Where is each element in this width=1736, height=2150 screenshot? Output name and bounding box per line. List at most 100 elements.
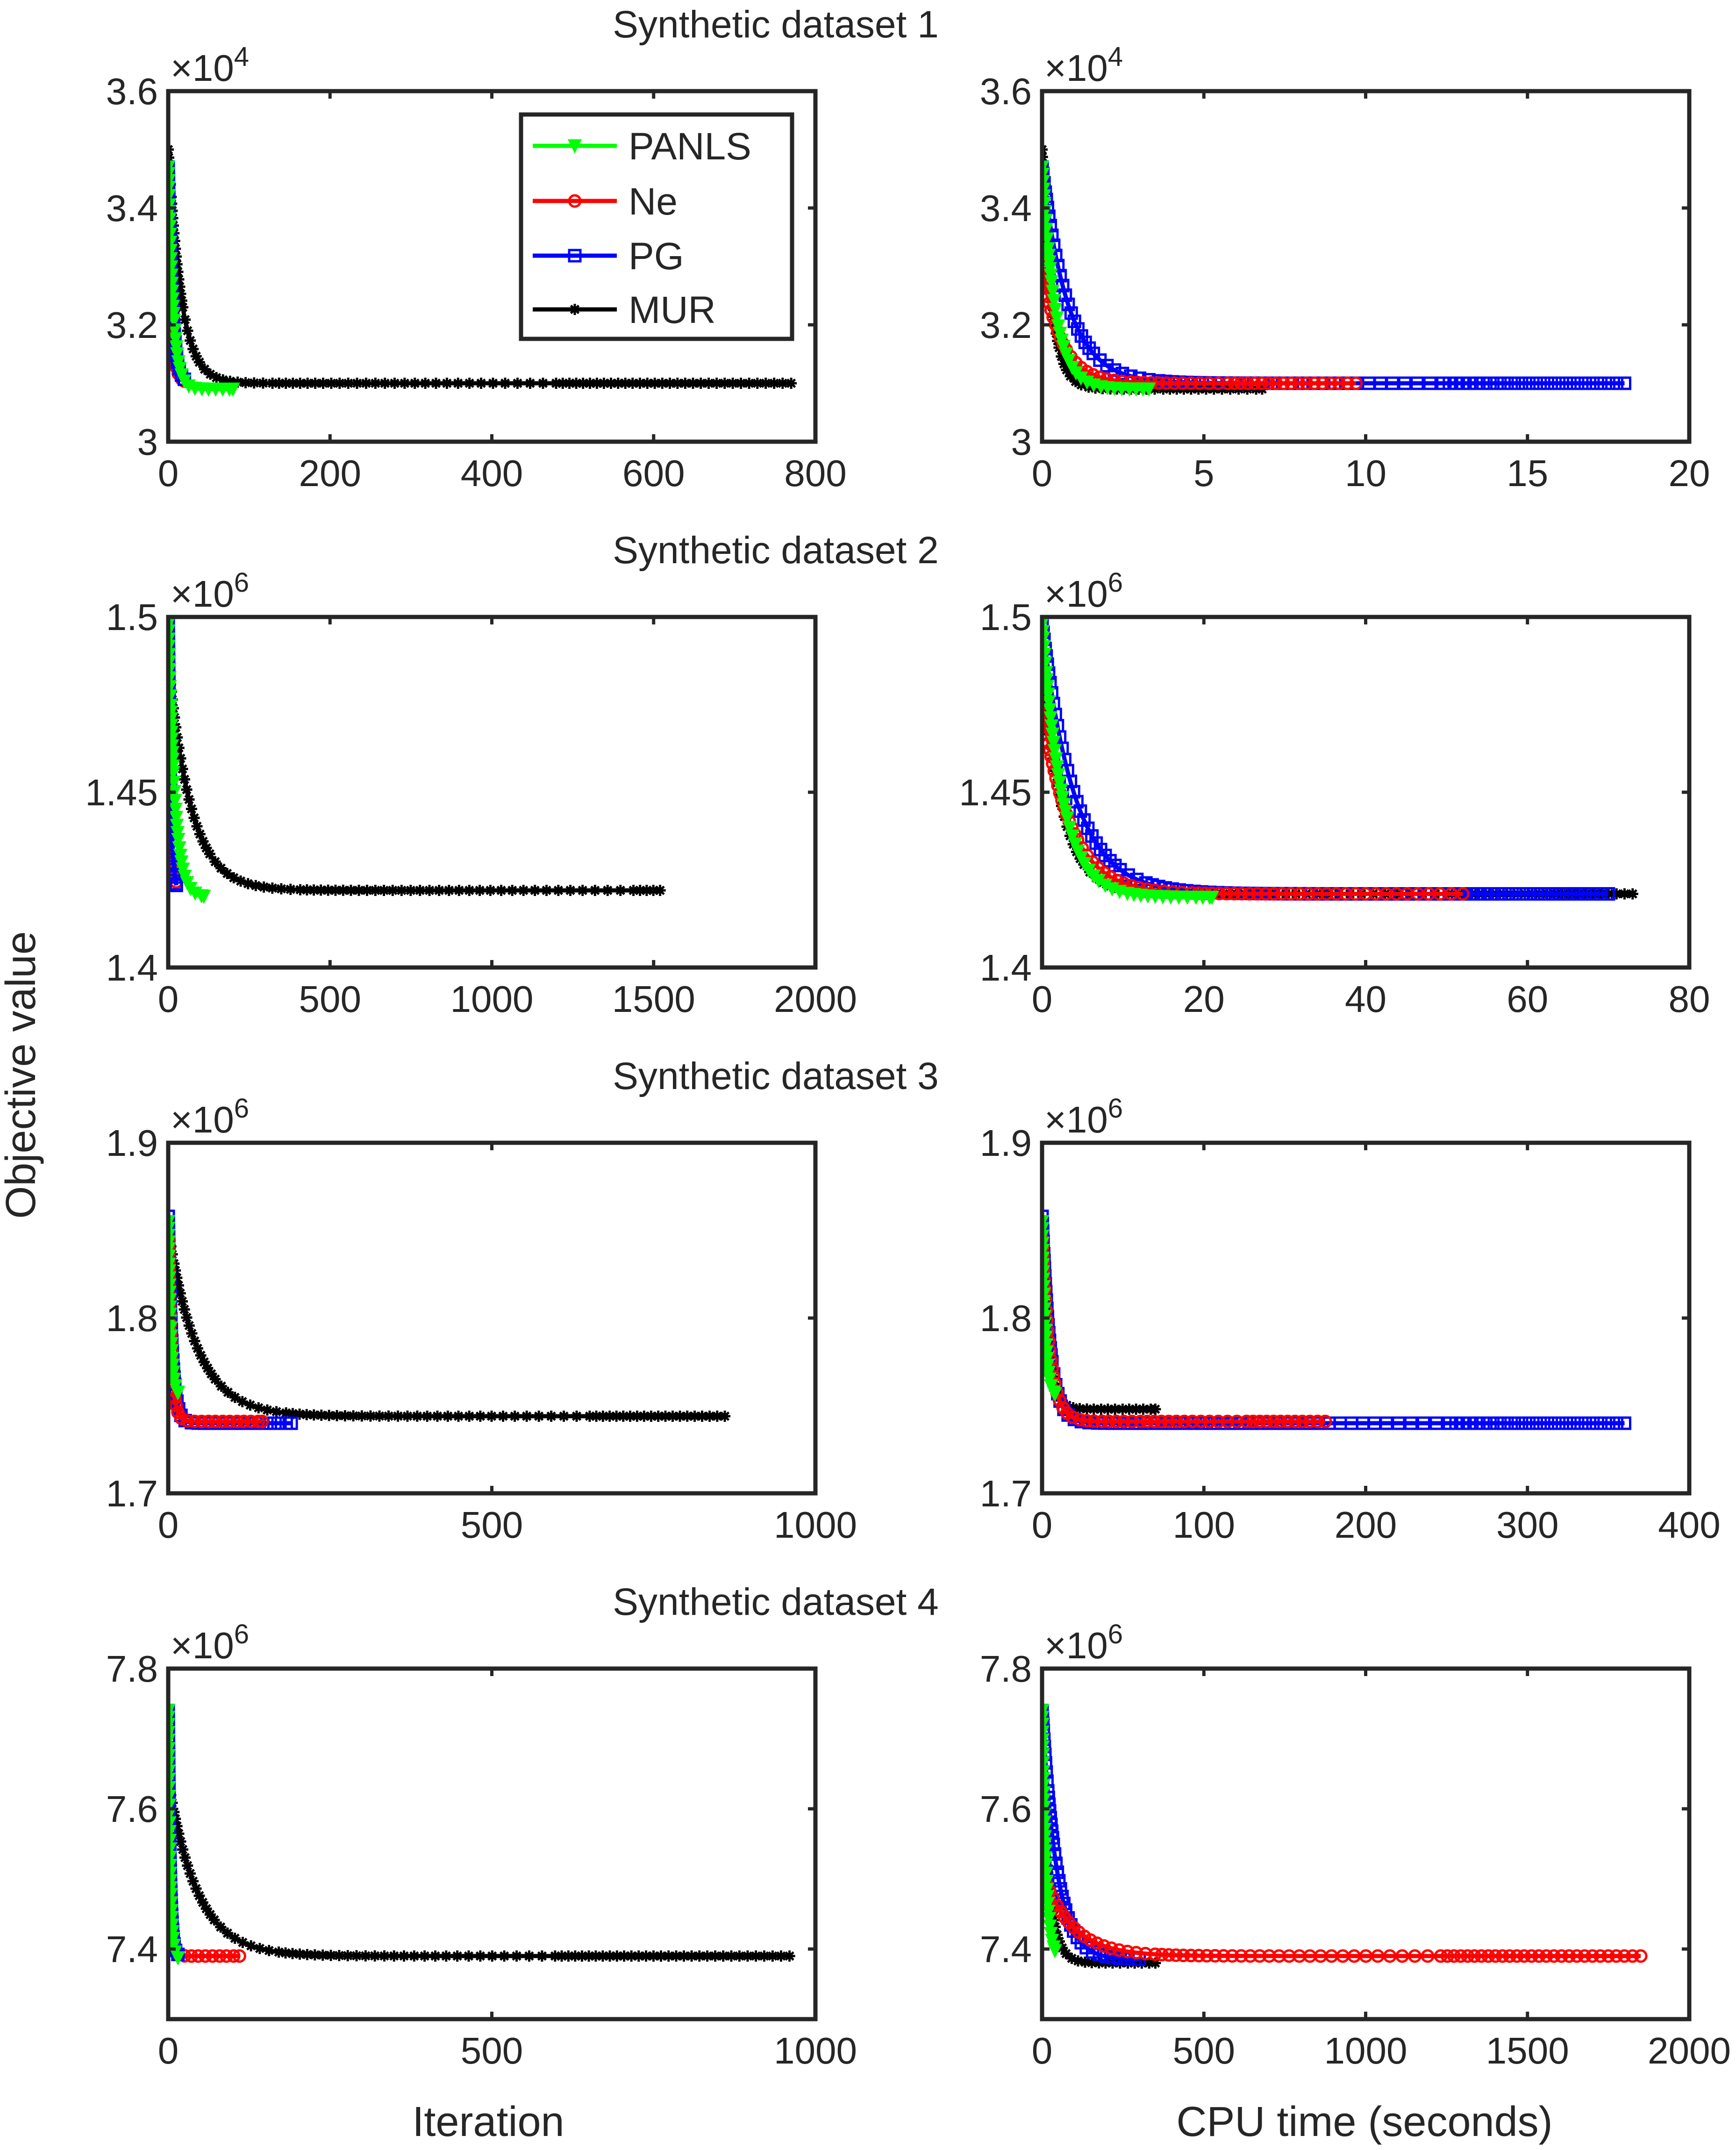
marker-ne bbox=[1609, 1949, 1623, 1963]
marker-mur bbox=[369, 1950, 381, 1962]
legend-label: PG bbox=[629, 235, 684, 278]
marker-mur bbox=[537, 378, 549, 389]
marker-mur bbox=[280, 1947, 292, 1959]
marker-mur bbox=[353, 884, 365, 896]
marker-mur bbox=[1164, 383, 1176, 395]
marker-pg bbox=[1073, 804, 1087, 818]
marker-mur bbox=[1060, 1948, 1072, 1959]
marker-pg bbox=[1519, 887, 1533, 901]
marker-ne bbox=[1315, 376, 1329, 390]
marker-pg bbox=[1601, 887, 1615, 901]
marker-panls bbox=[1043, 711, 1058, 726]
marker-mur bbox=[604, 1411, 615, 1422]
marker-ne bbox=[1510, 1949, 1524, 1963]
marker-mur bbox=[236, 1396, 248, 1407]
marker-mur bbox=[486, 1410, 497, 1422]
marker-ne bbox=[230, 1414, 244, 1428]
marker-mur bbox=[351, 378, 363, 389]
marker-pg bbox=[1555, 1416, 1569, 1430]
marker-pg bbox=[1504, 376, 1518, 390]
marker-mur bbox=[475, 378, 487, 389]
x-tick-label: 2000 bbox=[1648, 2030, 1731, 2071]
marker-mur bbox=[330, 884, 342, 896]
marker-mur bbox=[378, 884, 390, 896]
series-markers-ne bbox=[1042, 1232, 1332, 1428]
x-tick-label: 1500 bbox=[1486, 2030, 1569, 2071]
marker-panls bbox=[173, 848, 188, 863]
marker-mur bbox=[294, 884, 306, 896]
marker-mur bbox=[206, 1368, 217, 1380]
marker-mur bbox=[174, 1287, 186, 1299]
marker-mur bbox=[325, 377, 337, 389]
marker-mur bbox=[667, 1411, 679, 1422]
marker-mur bbox=[185, 335, 196, 346]
marker-panls bbox=[171, 832, 186, 847]
row-title-3: Synthetic dataset 3 bbox=[613, 1055, 938, 1097]
marker-ne bbox=[1272, 1949, 1286, 1963]
marker-mur bbox=[509, 1411, 521, 1422]
marker-mur bbox=[751, 378, 763, 389]
marker-mur bbox=[652, 1411, 664, 1422]
marker-panls bbox=[172, 841, 186, 856]
marker-mur bbox=[529, 885, 541, 896]
marker-pg bbox=[1504, 1416, 1518, 1430]
marker-mur bbox=[171, 731, 183, 743]
marker-panls bbox=[168, 775, 181, 790]
marker-pg bbox=[1478, 887, 1492, 901]
marker-mur bbox=[356, 1410, 368, 1422]
marker-pg bbox=[1483, 1416, 1497, 1430]
marker-mur bbox=[184, 1868, 196, 1879]
x-tick-label: 15 bbox=[1507, 452, 1548, 494]
marker-ne bbox=[1303, 1414, 1317, 1428]
x-tick-label: 20 bbox=[1183, 978, 1225, 1020]
marker-mur bbox=[254, 1942, 265, 1954]
marker-mur bbox=[287, 1408, 299, 1419]
marker-mur bbox=[280, 1407, 292, 1419]
x-tick-label: 60 bbox=[1507, 978, 1548, 1020]
marker-mur bbox=[563, 1950, 574, 1962]
marker-mur bbox=[598, 378, 610, 389]
marker-ne bbox=[1065, 1410, 1079, 1424]
marker-panls bbox=[1042, 1883, 1054, 1897]
marker-mur bbox=[392, 1410, 404, 1422]
marker-mur bbox=[360, 378, 372, 389]
y-tick-label: 7.6 bbox=[106, 1788, 158, 1830]
marker-mur bbox=[672, 378, 683, 389]
marker-mur bbox=[569, 1950, 581, 1962]
marker-mur bbox=[686, 1950, 698, 1962]
marker-mur bbox=[221, 867, 233, 879]
marker-panls bbox=[226, 382, 240, 397]
marker-mur bbox=[261, 1404, 273, 1416]
marker-panls bbox=[1172, 890, 1186, 905]
marker-ne bbox=[208, 1414, 222, 1428]
marker-panls bbox=[1042, 1905, 1056, 1919]
x-tick-label: 0 bbox=[1032, 452, 1053, 494]
marker-mur bbox=[351, 1950, 363, 1962]
marker-pg bbox=[1526, 1416, 1540, 1430]
marker-mur bbox=[441, 378, 453, 389]
marker-mur bbox=[193, 356, 205, 368]
marker-mur bbox=[301, 884, 313, 896]
marker-mur bbox=[433, 885, 445, 896]
marker-mur bbox=[558, 1411, 570, 1422]
marker-panls bbox=[171, 1951, 186, 1966]
marker-pg bbox=[1512, 887, 1526, 901]
marker-mur bbox=[464, 885, 475, 896]
legend-marker bbox=[567, 139, 582, 154]
marker-ne bbox=[1307, 376, 1322, 390]
marker-pg bbox=[1571, 376, 1585, 390]
marker-mur bbox=[301, 1949, 313, 1960]
marker-ne bbox=[1488, 1949, 1502, 1963]
marker-panls bbox=[168, 332, 183, 347]
x-tick-label: 1000 bbox=[774, 2030, 857, 2071]
marker-mur bbox=[695, 378, 707, 389]
marker-mur bbox=[597, 1411, 609, 1422]
marker-mur bbox=[1095, 1403, 1107, 1415]
panel-dataset4-iteration: 0 500 1000 7.4 7.6 7.8 ×106 bbox=[106, 1619, 857, 2071]
marker-mur bbox=[429, 1950, 441, 1962]
x-tick-label: 400 bbox=[461, 452, 523, 494]
marker-mur bbox=[518, 885, 529, 896]
marker-mur bbox=[187, 343, 199, 355]
marker-pg bbox=[1548, 376, 1562, 390]
marker-mur bbox=[463, 1950, 474, 1962]
